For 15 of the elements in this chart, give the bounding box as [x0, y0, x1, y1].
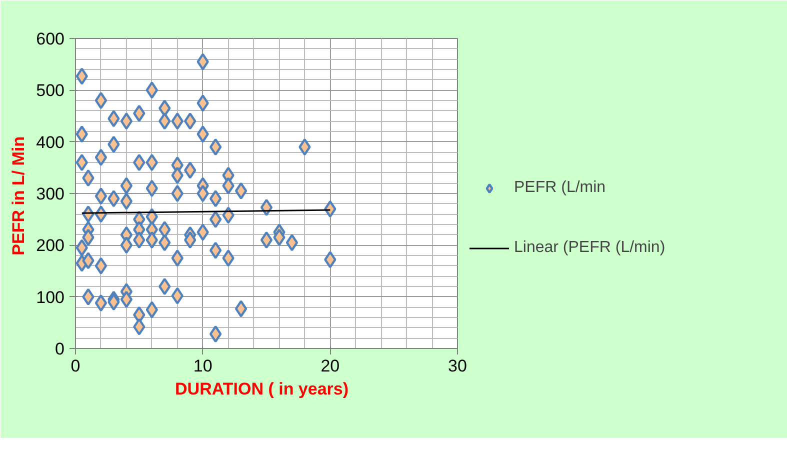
x-tick-label: 10 [193, 356, 212, 376]
y-axis-title: PEFR in L/ Min [9, 136, 28, 256]
y-tick-label: 200 [36, 236, 65, 256]
y-tick-label: 100 [36, 288, 65, 307]
legend-label: Linear (PEFR (L/min) [514, 239, 666, 257]
y-tick-label: 0 [55, 340, 65, 358]
y-tick-label: 600 [36, 30, 65, 48]
y-tick-label: 500 [36, 81, 65, 100]
x-axis-title: DURATION ( in years) [175, 380, 349, 398]
y-tick-label: 400 [36, 132, 65, 152]
legend-label: PEFR (L/min [514, 179, 607, 197]
x-tick-label: 30 [448, 356, 467, 376]
y-tick-label: 300 [36, 184, 65, 204]
x-tick-label: 20 [320, 356, 340, 376]
x-tick-label: 0 [70, 356, 80, 376]
